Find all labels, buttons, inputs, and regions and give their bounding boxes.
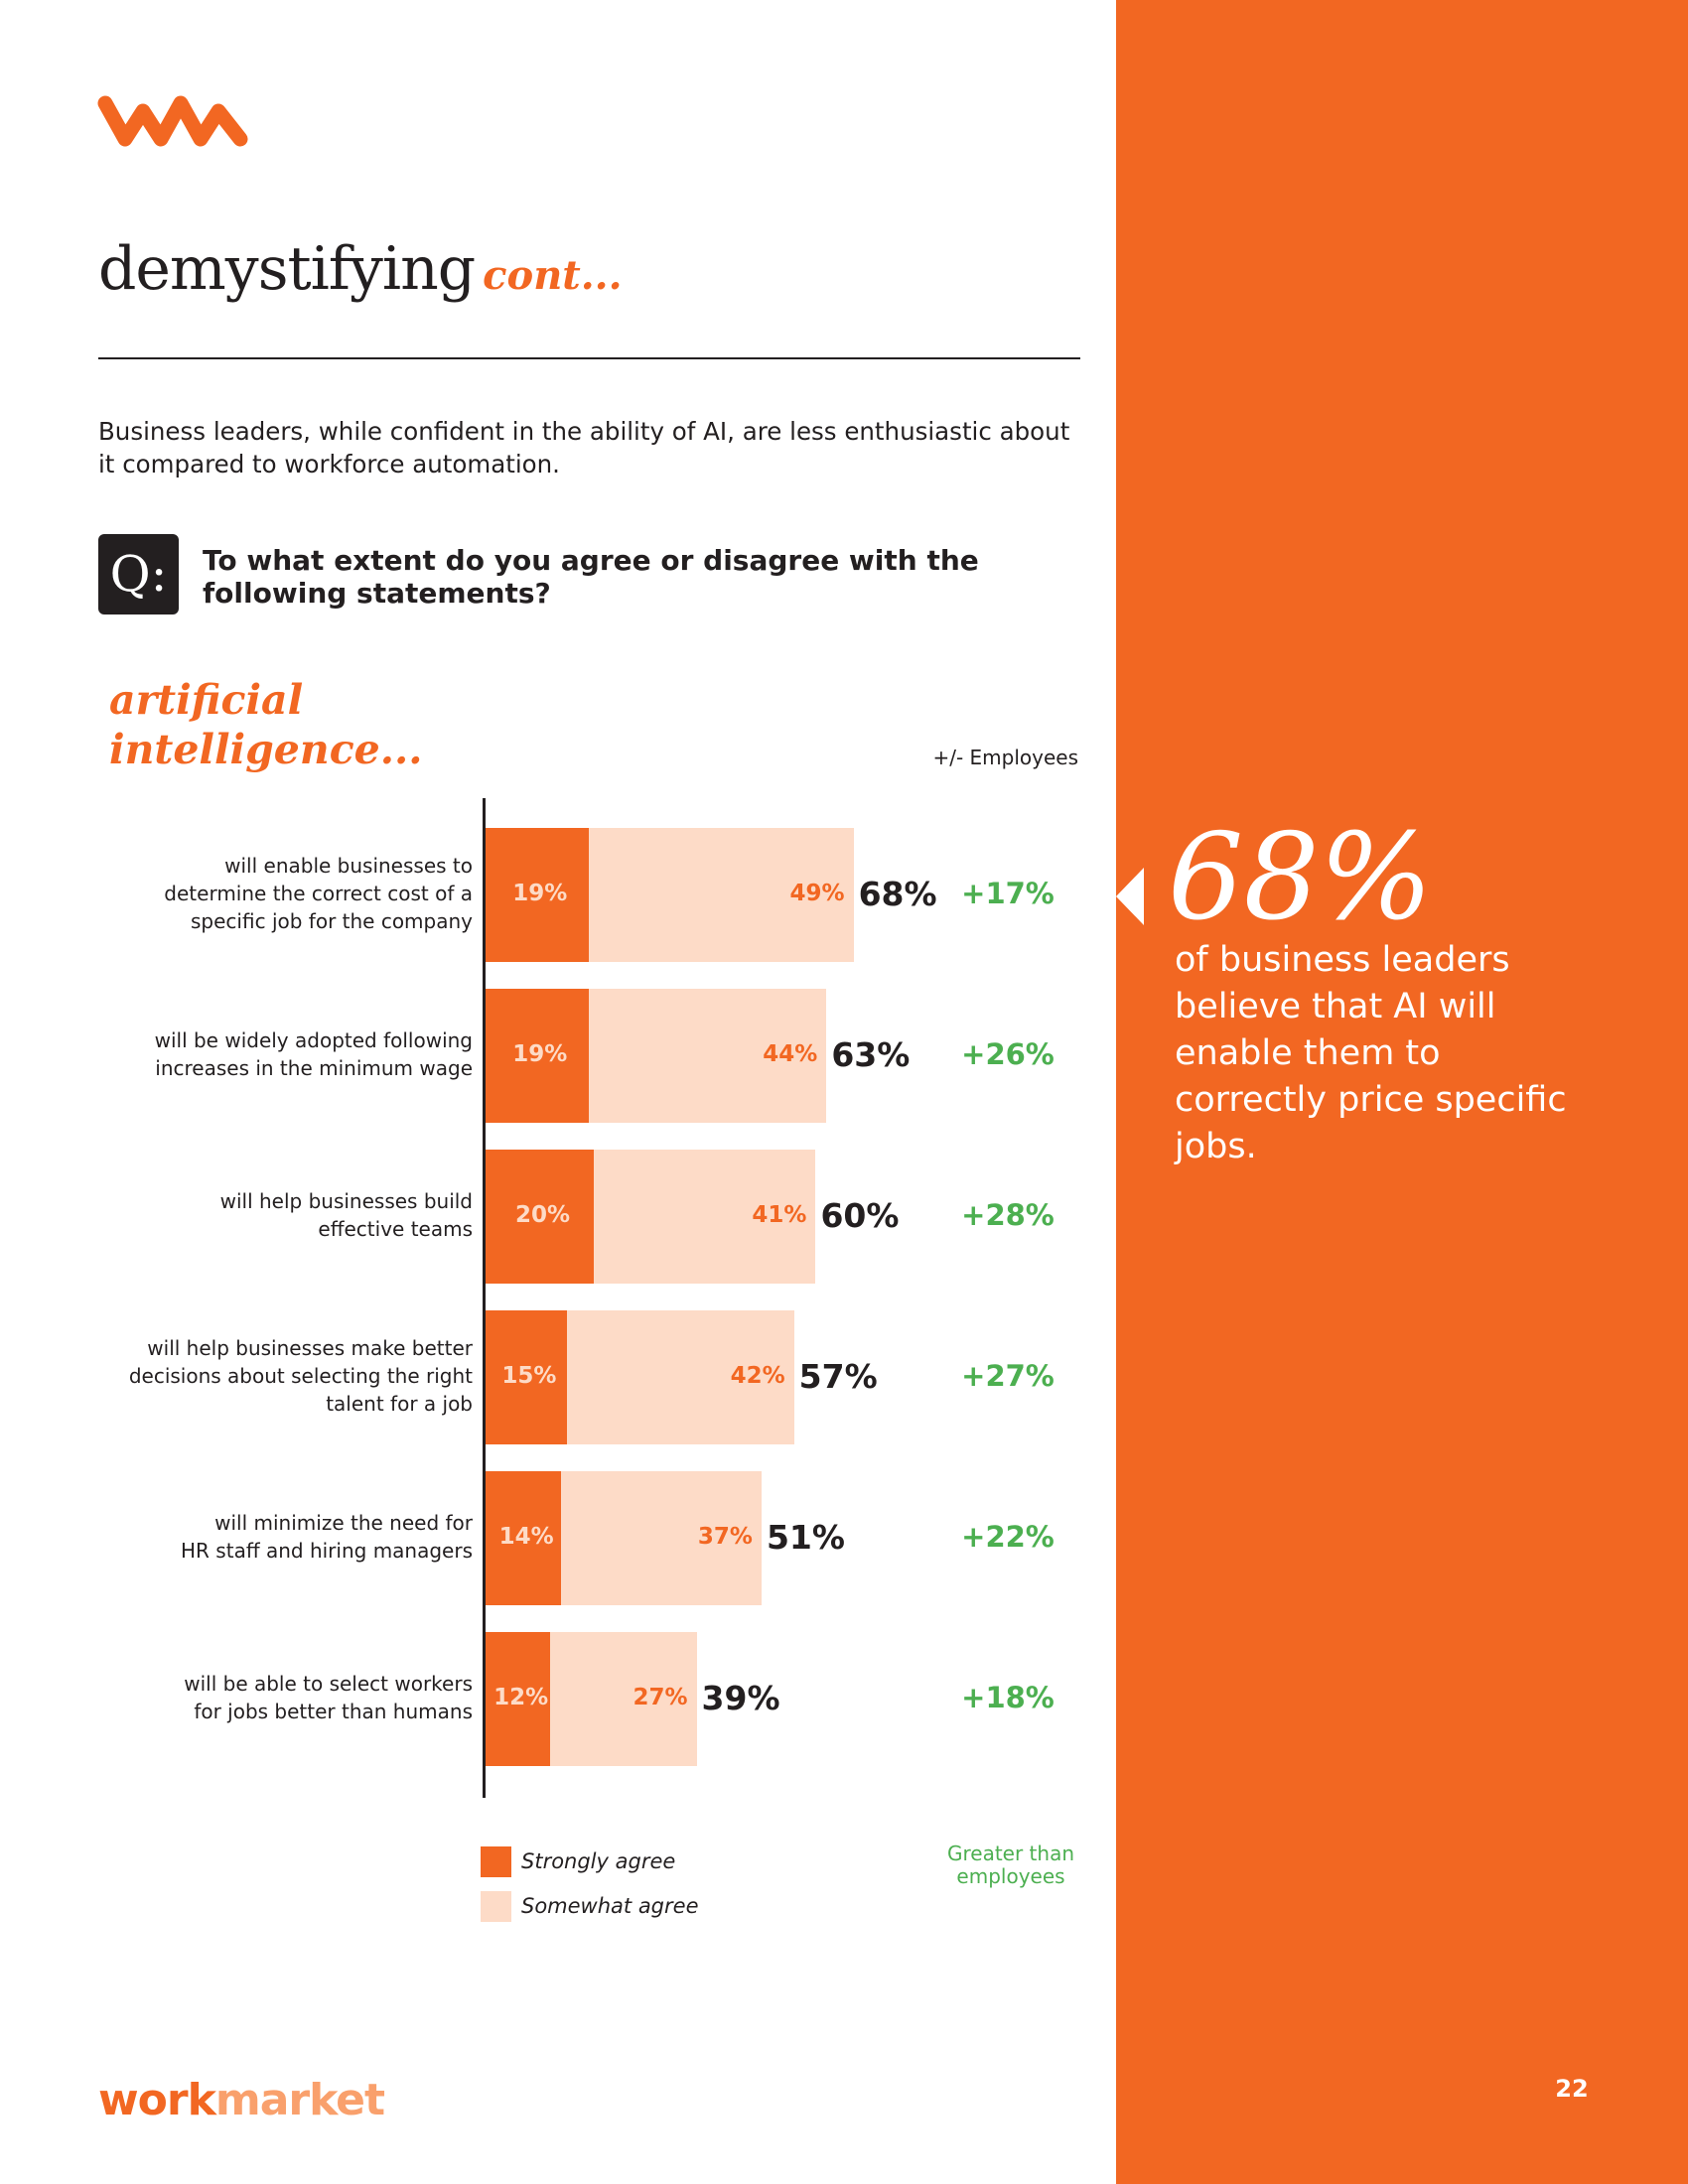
row-label-line: specific job for the company — [191, 908, 473, 933]
question-text: To what extent do you agree or disagree … — [203, 544, 979, 610]
label-strongly-agree: 19% — [512, 880, 568, 906]
bar-strongly-agree — [486, 1632, 551, 1766]
row-label: will be able to select workers for jobs b… — [99, 1670, 473, 1725]
label-somewhat-agree: 27% — [633, 1684, 688, 1710]
page-title-main: demystifying — [98, 234, 476, 304]
row-label: will minimize the need for HR staff and h… — [99, 1509, 473, 1565]
bar-strongly-agree — [486, 989, 589, 1123]
bar-somewhat-agree — [588, 828, 854, 962]
label-somewhat-agree: 37% — [697, 1523, 753, 1550]
legend-swatch-strongly-agree — [481, 1846, 511, 1877]
label-total: 68% — [858, 874, 937, 913]
row-label-line: will minimize the need for — [214, 1510, 473, 1535]
orange-sidebar — [1116, 0, 1688, 2184]
bar-strongly-agree — [486, 1310, 567, 1444]
label-difference: +17% — [961, 876, 1055, 910]
label-strongly-agree: 12% — [493, 1684, 549, 1710]
page-title-suffix: cont... — [483, 252, 623, 299]
legend-swatch-somewhat-agree — [481, 1891, 511, 1922]
row-label-line: will enable businesses to — [224, 853, 473, 878]
label-somewhat-agree: 42% — [730, 1362, 785, 1389]
section-title-line1: artificial — [109, 676, 304, 724]
label-difference: +22% — [961, 1519, 1055, 1554]
legend-label-somewhat-agree: Somewhat agree — [521, 1894, 699, 1918]
intro-text: Business leaders, while confident in the… — [98, 417, 1070, 478]
row-label-line: will help businesses build — [219, 1188, 473, 1213]
brand-part-work: work — [98, 2075, 216, 2125]
row-label: will enable businesses to determine the c… — [99, 852, 473, 935]
row-label-line: effective teams — [318, 1216, 473, 1241]
label-somewhat-agree: 41% — [752, 1201, 807, 1228]
label-total: 39% — [701, 1678, 780, 1717]
bar-somewhat-agree — [594, 1150, 816, 1284]
callout-number: 68% — [1168, 809, 1433, 947]
page-title: demystifying cont... — [98, 234, 623, 304]
bar-somewhat-agree — [561, 1471, 762, 1605]
row-label: will help businesses build effective team… — [99, 1187, 473, 1243]
row-label-line: for jobs better than humans — [194, 1699, 473, 1723]
bar-strongly-agree — [486, 1471, 562, 1605]
callout-pointer-icon — [1116, 868, 1144, 925]
label-difference: +27% — [961, 1358, 1055, 1393]
label-difference: +18% — [961, 1680, 1055, 1714]
label-strongly-agree: 15% — [501, 1362, 557, 1389]
label-strongly-agree: 20% — [514, 1201, 571, 1228]
bar-somewhat-agree — [588, 989, 827, 1123]
row-label-line: decisions about selecting the right — [128, 1363, 473, 1388]
workmarket-logo-icon — [97, 95, 248, 147]
row-label-line: determine the correct cost of a — [164, 881, 473, 905]
label-somewhat-agree: 44% — [763, 1040, 818, 1067]
section-title-line2: intelligence... — [109, 726, 423, 773]
row-label-line: will be able to select workers — [184, 1671, 473, 1696]
bar-strongly-agree — [486, 828, 589, 962]
chart-axis-line — [483, 798, 486, 1798]
row-label: will help businesses make better decision… — [99, 1334, 473, 1418]
difference-column-header: +/- Employees — [932, 746, 1078, 769]
brand-logo: workmarket — [98, 2075, 385, 2125]
row-label-line: will be widely adopted following — [154, 1027, 473, 1052]
row-label-line: will help businesses make better — [147, 1335, 473, 1360]
section-title: artificial intelligence... — [109, 675, 423, 774]
label-difference: +26% — [961, 1036, 1055, 1071]
row-label: will be widely adopted following increase… — [99, 1026, 473, 1082]
callout-text: of business leaders believe that AI will… — [1175, 940, 1567, 1166]
question-badge: Q: — [98, 534, 179, 614]
brand-part-market: market — [214, 2075, 385, 2125]
legend-greater-line2: employees — [956, 1864, 1065, 1888]
label-total: 57% — [798, 1356, 878, 1396]
row-label-line: increases in the minimum wage — [155, 1055, 473, 1080]
title-divider — [98, 357, 1080, 359]
bar-strongly-agree — [486, 1150, 594, 1284]
label-strongly-agree: 14% — [498, 1523, 554, 1550]
row-label-line: talent for a job — [326, 1391, 473, 1416]
label-difference: +28% — [961, 1197, 1055, 1232]
label-somewhat-agree: 49% — [789, 880, 845, 906]
legend-greater-line1: Greater than — [946, 1842, 1075, 1865]
bar-somewhat-agree — [566, 1310, 794, 1444]
row-label-line: HR staff and hiring managers — [181, 1538, 473, 1563]
label-strongly-agree: 19% — [512, 1040, 568, 1067]
legend-label-strongly-agree: Strongly agree — [521, 1849, 676, 1873]
page-number: 22 — [1555, 2075, 1589, 2103]
legend-greater-than-employees: Greater than employees — [933, 1843, 1088, 1888]
label-total: 60% — [820, 1195, 900, 1235]
label-total: 51% — [766, 1517, 845, 1557]
bar-somewhat-agree — [550, 1632, 697, 1766]
label-total: 63% — [831, 1034, 911, 1074]
